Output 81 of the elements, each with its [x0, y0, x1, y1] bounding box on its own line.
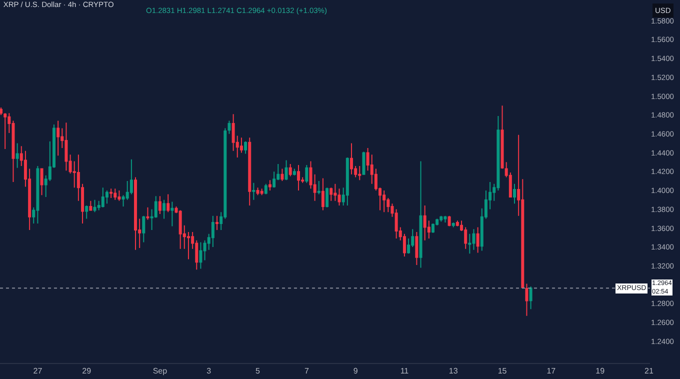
candlestick [525, 283, 528, 316]
candlestick [256, 187, 260, 196]
candlestick [105, 190, 108, 204]
candlestick [40, 168, 44, 196]
candlestick [456, 220, 459, 227]
candlestick [146, 206, 150, 220]
candlestick [252, 182, 256, 200]
x-tick-label: 19 [596, 366, 606, 376]
x-tick-label: 27 [33, 366, 43, 376]
candlestick [288, 164, 292, 177]
candlestick [228, 120, 231, 134]
candlestick [244, 140, 248, 154]
x-tick-label: 5 [256, 366, 261, 376]
candlestick [118, 190, 121, 202]
x-tick-label: 21 [644, 366, 654, 376]
x-tick-label: 13 [448, 366, 458, 376]
candlestick [346, 156, 349, 206]
candlestick [284, 160, 288, 181]
candlestick [16, 142, 19, 168]
candlestick [362, 151, 366, 175]
candlestick [158, 196, 162, 215]
candlestick [338, 188, 341, 206]
candlestick [248, 137, 252, 206]
candlestick [468, 233, 472, 254]
candlestick [134, 176, 137, 250]
candlestick [500, 105, 504, 170]
candlestick [513, 183, 516, 204]
candlestick [382, 190, 386, 213]
candlestick [476, 226, 480, 254]
candlestick [452, 222, 455, 228]
candlestick [240, 137, 243, 154]
candlestick [326, 187, 329, 208]
x-tick-label: 3 [206, 366, 212, 376]
candlestick [4, 112, 7, 150]
candlestick [423, 205, 426, 241]
candlestick [472, 228, 476, 250]
x-tick-label: 9 [353, 366, 358, 376]
candlestick [36, 165, 40, 224]
candlestick [142, 215, 146, 243]
x-tick-label: 11 [400, 366, 410, 376]
candlestick [166, 194, 170, 213]
candlestick [162, 199, 166, 220]
candlestick [216, 215, 218, 231]
candlestick [56, 120, 60, 156]
candlestick [529, 286, 532, 310]
candlestick [334, 183, 337, 202]
candlestick [297, 164, 300, 191]
candlestick [93, 199, 96, 213]
candlestick [415, 231, 418, 266]
candlestick [260, 188, 264, 196]
candlestick [85, 205, 88, 220]
candlestick [199, 242, 202, 270]
candlestick [89, 200, 92, 211]
candlestick [419, 160, 422, 268]
candlestick [268, 180, 272, 191]
candlestick [280, 168, 284, 182]
candlestick [264, 183, 268, 195]
candlestick [350, 142, 353, 175]
candlestick [178, 210, 182, 250]
candlestick [101, 187, 104, 208]
x-tick-label: 17 [546, 366, 556, 376]
candlestick [114, 188, 117, 200]
candlestick [317, 180, 320, 195]
candlestick [432, 222, 434, 234]
x-tick-label: Sep [152, 366, 168, 376]
candlestick [64, 122, 68, 172]
candlestick [358, 165, 362, 181]
candlestick [110, 188, 113, 198]
candlestick [292, 168, 296, 176]
candlestick [440, 215, 443, 222]
candlestick [305, 164, 308, 184]
candlestick [448, 215, 451, 227]
candlestick [330, 187, 333, 202]
candlestick [321, 178, 324, 211]
candlestick [0, 106, 3, 116]
x-tick-label: 15 [498, 366, 508, 376]
candlestick [211, 215, 214, 248]
candlestick [444, 215, 447, 224]
x-tick-label: 29 [82, 366, 92, 376]
candlestick [170, 201, 174, 227]
x-tick-label: 7 [304, 366, 310, 376]
